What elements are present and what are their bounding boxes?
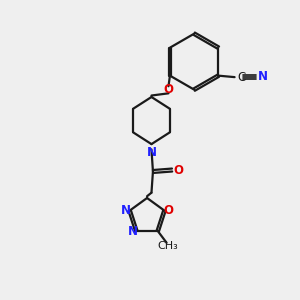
Text: N: N bbox=[258, 70, 268, 83]
Text: O: O bbox=[173, 164, 183, 176]
Text: CH₃: CH₃ bbox=[157, 241, 178, 251]
Text: N: N bbox=[128, 224, 138, 238]
Text: C: C bbox=[237, 70, 245, 84]
Text: O: O bbox=[163, 204, 173, 217]
Text: O: O bbox=[164, 83, 173, 96]
Text: N: N bbox=[121, 204, 131, 217]
Text: N: N bbox=[146, 146, 157, 159]
